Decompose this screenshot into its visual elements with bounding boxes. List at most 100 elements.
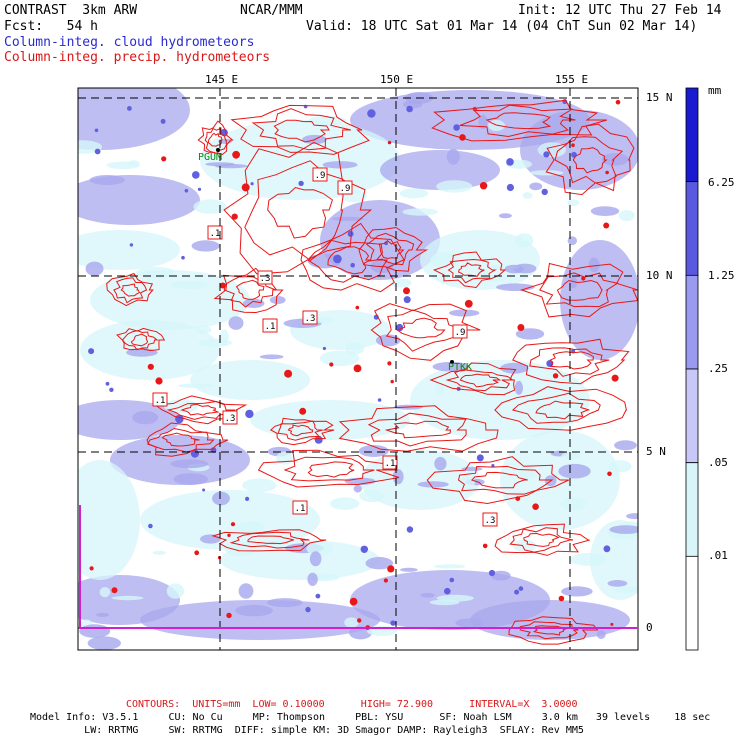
precip-cell	[459, 134, 466, 141]
cloud-core	[160, 118, 166, 124]
cloud-patch	[316, 316, 333, 324]
precip-contour	[116, 327, 166, 352]
cloud-core	[148, 523, 153, 529]
cloud-patch	[266, 598, 303, 608]
model-title: CONTRAST 3km ARW	[4, 3, 138, 18]
svg-text:.9: .9	[340, 184, 351, 194]
contour-label: .1	[292, 500, 308, 515]
precip-cell	[355, 305, 360, 310]
cloud-patch	[435, 383, 445, 395]
precip-contour	[509, 527, 574, 553]
colorbar-level-1-25: 1.25	[708, 269, 735, 282]
model-info-line1: Model Info: V3.5.1 CU: No Cu MP: Thompso…	[30, 712, 711, 723]
colorbar-units: mm	[708, 84, 722, 97]
cloud-patch	[177, 383, 216, 389]
precip-contour	[554, 136, 624, 184]
precip-contour	[307, 239, 389, 283]
precip-contour	[556, 279, 603, 301]
precip-cell	[515, 496, 521, 501]
precip-contour	[370, 303, 481, 361]
cloud-core	[315, 593, 321, 599]
cloud-core	[360, 545, 368, 553]
precip-contour	[458, 262, 485, 277]
precip-contour	[197, 120, 234, 156]
precip-contour	[512, 338, 630, 385]
precip-contour	[269, 417, 335, 446]
cloud-patch	[436, 594, 474, 602]
cloud-patch	[596, 630, 606, 639]
cloud-core	[506, 158, 514, 166]
cloud-patch	[214, 163, 248, 169]
cloud-core	[350, 262, 356, 268]
cloud-patch	[455, 618, 484, 628]
cloud-core	[126, 106, 132, 111]
cloud-patch	[193, 199, 227, 214]
precip-contour	[539, 272, 619, 308]
cloud-patch	[96, 612, 110, 617]
precip-cell	[299, 407, 307, 415]
precip-contour	[358, 226, 429, 272]
cloud-patch	[344, 342, 365, 355]
precip-cell	[353, 364, 362, 373]
cloud-patch	[569, 276, 578, 289]
precip-contour	[113, 277, 148, 304]
cloud-patch	[136, 266, 176, 278]
precip-contour	[166, 400, 236, 420]
cloud-patch	[200, 120, 400, 200]
precip-contour	[106, 272, 154, 307]
svg-text:.3: .3	[225, 414, 236, 424]
precip-cell	[161, 156, 167, 162]
contour-label: .1	[262, 318, 278, 333]
cloud-patch	[170, 459, 209, 469]
cloud-patch	[106, 161, 140, 170]
init-time: Init: 12 UTC Thu 27 Feb 14	[518, 3, 722, 18]
precip-contour	[121, 330, 159, 351]
contour-label: .3	[302, 310, 318, 325]
cloud-patch	[78, 88, 190, 150]
cloud-patch	[569, 553, 606, 566]
precip-contour	[257, 449, 400, 488]
precip-contour	[251, 108, 352, 151]
cloud-patch	[520, 110, 638, 190]
cloud-patch	[349, 626, 372, 640]
precip-cell	[226, 612, 232, 619]
precip-contour	[384, 420, 452, 439]
precip-contour	[447, 258, 497, 284]
precip-contour	[457, 465, 554, 495]
cloud-core	[94, 148, 101, 155]
precip-cell	[403, 287, 410, 295]
contour-label: .3	[482, 512, 498, 527]
precip-cell	[479, 182, 488, 190]
precip-cell	[558, 595, 565, 602]
cloud-patch	[500, 362, 529, 374]
cloud-patch	[78, 460, 140, 580]
precip-contour	[429, 362, 517, 396]
precip-contour	[223, 141, 373, 275]
cloud-core	[109, 387, 114, 392]
cloud-patch	[173, 473, 208, 485]
precip-cell	[241, 183, 250, 192]
precip-contour	[147, 427, 215, 453]
precip-contour	[277, 420, 323, 441]
cloud-core	[245, 409, 254, 419]
cloud-patch	[560, 497, 586, 511]
cloud-core	[603, 545, 611, 553]
cloud-patch	[417, 481, 449, 488]
colorbar-segment	[685, 462, 699, 557]
cloud-patch	[436, 180, 473, 193]
precip-cell	[227, 533, 231, 537]
cloud-patch	[220, 540, 380, 580]
lat-label-10n: 10 N	[646, 269, 673, 282]
cloud-patch	[513, 539, 536, 553]
cloud-patch	[79, 624, 111, 638]
cloud-patch	[478, 114, 488, 129]
precip-cell	[147, 363, 154, 370]
station-ptkk-label: PTKK	[448, 362, 473, 373]
cloud-core	[444, 587, 451, 595]
cloud-core	[406, 526, 414, 533]
cloud-patch	[237, 521, 265, 533]
cloud-patch	[607, 580, 628, 587]
precip-contour	[161, 432, 200, 447]
precip-cell	[383, 578, 388, 583]
cloud-patch	[242, 298, 265, 308]
